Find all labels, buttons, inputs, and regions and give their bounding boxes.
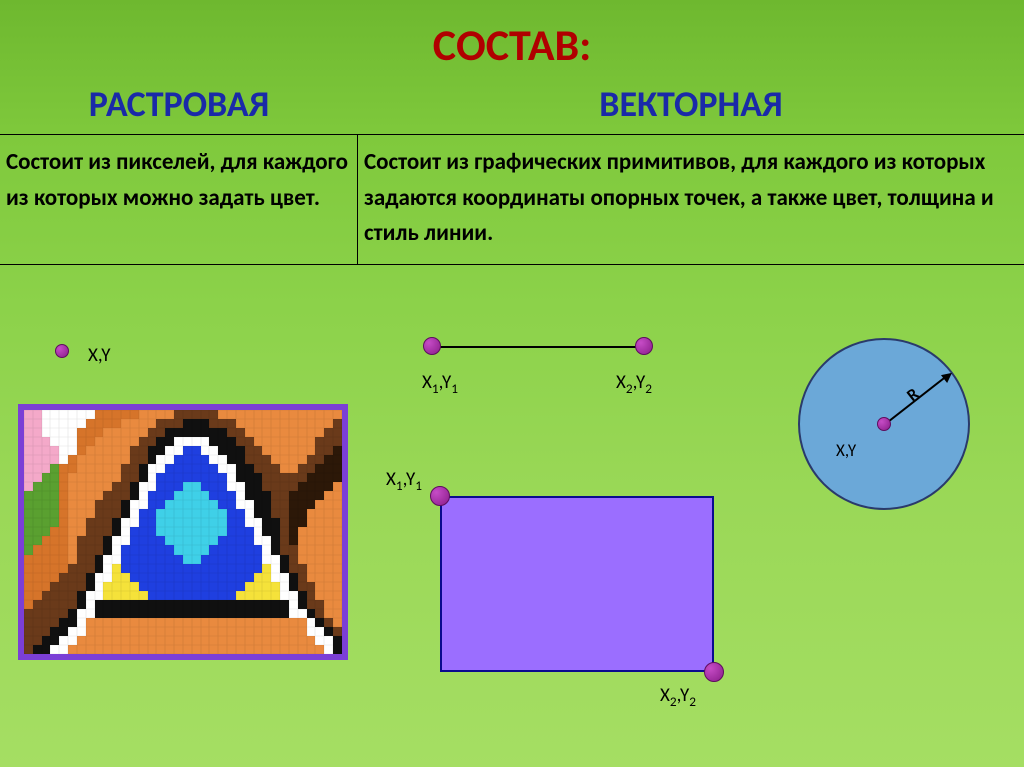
vector-rect-label-1: X1,Y1 — [386, 468, 422, 494]
vector-line-point-2 — [635, 337, 653, 355]
vector-rect-point-1 — [430, 486, 450, 506]
raster-image-frame — [18, 404, 348, 660]
subtitle-left: РАСТРОВАЯ — [0, 82, 358, 126]
title-text: СОСТАВ: — [433, 18, 592, 72]
table-cell-raster: Состоит из пикселей, для каждого из кото… — [0, 135, 358, 264]
raster-pixel-grid — [24, 410, 342, 654]
vector-circle-center-label: X,Y — [836, 440, 856, 461]
vector-circle-center-dot — [877, 417, 891, 431]
subtitle-row: РАСТРОВАЯ ВЕКТОРНАЯ — [0, 82, 1024, 126]
vector-line-label-1: X1,Y1 — [422, 371, 458, 397]
table-cell-vector: Состоит из графических примитивов, для к… — [358, 135, 1024, 264]
vector-line-label-2: X2,Y2 — [616, 371, 652, 397]
illustration-canvas: X,Y X1,Y1 X2,Y2 X1,Y1 X2,Y2 X,Y R — [0, 316, 1024, 767]
vector-line-point-1 — [423, 337, 441, 355]
raster-point-dot — [55, 344, 69, 358]
vector-rect-label-2: X2,Y2 — [660, 684, 696, 710]
comparison-table: Состоит из пикселей, для каждого из кото… — [0, 134, 1024, 265]
vector-line — [432, 346, 644, 348]
slide-title: СОСТАВ: — [0, 18, 1024, 72]
vector-rectangle — [440, 496, 714, 672]
vector-rect-point-2 — [704, 662, 724, 682]
raster-point-label: X,Y — [88, 344, 111, 367]
subtitle-right: ВЕКТОРНАЯ — [358, 82, 1024, 126]
